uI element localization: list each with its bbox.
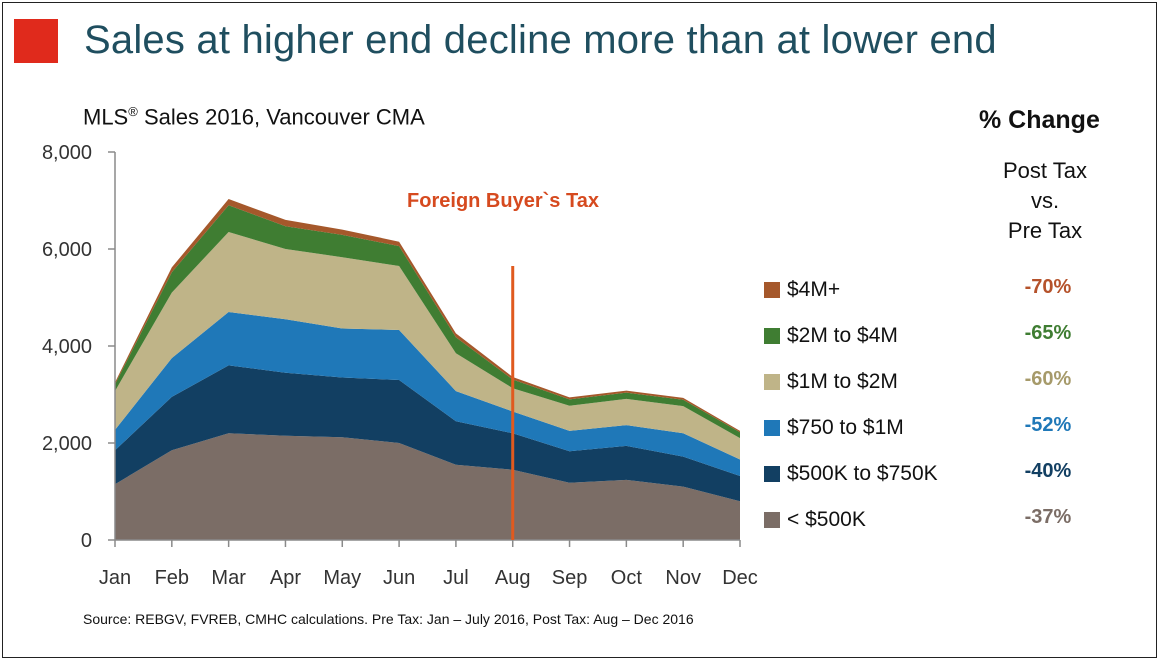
subtitle-main: MLS: [83, 104, 129, 130]
pct-change-value: -40%: [1024, 460, 1072, 482]
pct-change-value: -70%: [1024, 276, 1072, 298]
legend-item: $1M to $2M: [764, 368, 898, 396]
comparison-label: Post Tax vs. Pre Tax: [990, 156, 1100, 246]
area-series-group: [115, 199, 740, 540]
area-series-3: [115, 312, 740, 476]
pct-change-header: % Change: [979, 106, 1100, 134]
subtitle-rest: Sales 2016, Vancouver CMA: [137, 104, 425, 130]
comparison-line-2: vs.: [1030, 188, 1060, 213]
comparison-line-1: Post Tax: [1003, 158, 1087, 183]
x-tick-label: Apr: [270, 567, 301, 589]
pct-change-value: -52%: [1024, 414, 1072, 436]
legend-label: $750 to $1M: [787, 416, 904, 439]
y-tick-label: 6,000: [42, 239, 92, 261]
x-tick-label: May: [323, 567, 361, 589]
tax-annotation: Foreign Buyer`s Tax: [407, 190, 599, 540]
comparison-line-3: Pre Tax: [1007, 218, 1083, 243]
area-series-1: [115, 433, 740, 540]
legend-item: $750 to $1M: [764, 414, 904, 442]
x-tick-label: Sep: [552, 567, 588, 589]
x-tick-label: Nov: [665, 567, 701, 589]
x-tick-label: Jul: [443, 567, 469, 589]
area-series-4: [115, 232, 740, 460]
legend-item: < $500K: [764, 506, 866, 534]
page-title: Sales at higher end decline more than at…: [84, 18, 997, 62]
pct-change-value: -65%: [1024, 322, 1072, 344]
y-tick-label: 0: [81, 530, 92, 552]
x-tick-label: Mar: [211, 567, 246, 589]
legend-item: $500K to $750K: [764, 460, 938, 488]
legend-label: $2M to $4M: [787, 324, 898, 347]
chart-axes: 0 2,000 4,000 6,000 8,000 Jan Feb Mar Apr May Jun J…: [42, 142, 758, 589]
title-marker: [14, 19, 58, 63]
y-tick-label: 2,000: [42, 433, 92, 455]
pct-change-value: -37%: [1024, 506, 1072, 528]
legend-item: $4M+: [764, 276, 840, 304]
legend-swatch: [764, 466, 780, 482]
pct-change-value: -60%: [1024, 368, 1072, 390]
x-tick-label: Feb: [155, 567, 189, 589]
registered-mark: ®: [128, 104, 138, 119]
x-tick-label: Dec: [722, 567, 758, 589]
x-tick-label: Aug: [495, 567, 531, 589]
legend-swatch: [764, 282, 780, 298]
legend-label: $1M to $2M: [787, 370, 898, 393]
y-tick-label: 4,000: [42, 336, 92, 358]
legend-label: < $500K: [787, 508, 866, 531]
legend-swatch: [764, 512, 780, 528]
legend-swatch: [764, 420, 780, 436]
legend-item: $2M to $4M: [764, 322, 898, 350]
x-tick-label: Jan: [99, 567, 131, 589]
chart-subtitle: MLS® Sales 2016, Vancouver CMA: [83, 104, 425, 130]
area-series-2: [115, 365, 740, 502]
source-note: Source: REBGV, FVREB, CMHC calculations.…: [83, 611, 694, 627]
legend-swatch: [764, 374, 780, 390]
legend-label: $4M+: [787, 278, 841, 301]
tax-label: Foreign Buyer`s Tax: [407, 190, 599, 212]
legend-label: $500K to $750K: [787, 462, 938, 485]
x-tick-label: Jun: [383, 567, 415, 589]
y-tick-label: 8,000: [42, 142, 92, 164]
legend-swatch: [764, 328, 780, 344]
x-tick-label: Oct: [611, 567, 643, 589]
